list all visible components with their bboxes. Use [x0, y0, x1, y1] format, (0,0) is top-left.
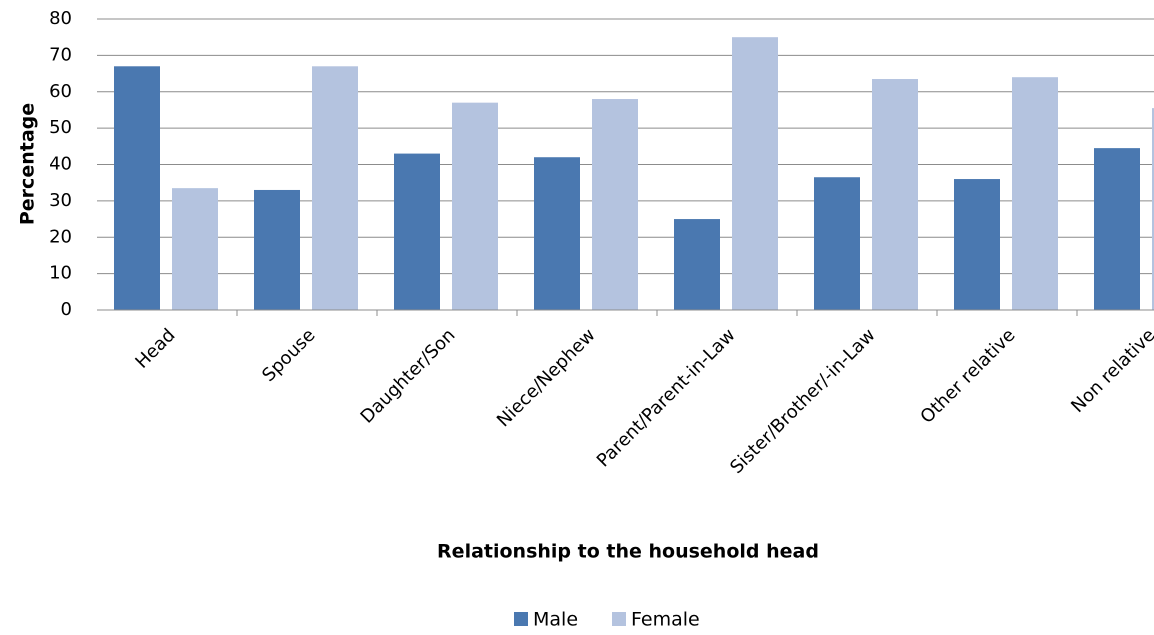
x-tick-label: Niece/Nephew: [493, 325, 600, 432]
legend-swatch-male: [514, 612, 528, 626]
y-tick-label: 20: [49, 226, 72, 247]
bars: [114, 37, 1154, 311]
bar-female: [1012, 77, 1058, 310]
y-tick-label: 0: [61, 299, 72, 320]
bar-female: [592, 99, 638, 311]
bar-male: [954, 179, 1000, 310]
x-tick-labels: Head Spouse Daughter/Son Niece/NephewParent…: [131, 325, 1154, 478]
bar-female: [312, 66, 358, 310]
bar-male: [254, 189, 300, 310]
x-tick-label: Head: [131, 325, 179, 373]
axes: [97, 309, 1154, 316]
y-tick-label: 10: [49, 263, 72, 284]
bar-male: [674, 219, 720, 310]
legend: Male Female: [514, 609, 700, 631]
y-tick-label: 50: [49, 117, 72, 138]
x-axis-title: Relationship to the household head: [437, 541, 819, 563]
x-tick-label: Other relative: [916, 325, 1019, 428]
y-tick-labels: 0 10 20 30 40 50 60 70 80: [49, 8, 72, 320]
x-tick-label: Sister/Brother/-in-Law: [726, 325, 879, 478]
bar-female: [452, 102, 498, 310]
y-tick-label: 30: [49, 190, 72, 211]
legend-label-female: Female: [631, 609, 700, 631]
bar-female: [872, 79, 918, 310]
bar-male: [534, 157, 580, 310]
legend-label-male: Male: [533, 609, 578, 631]
y-tick-label: 40: [49, 154, 72, 175]
bar-male: [114, 66, 160, 310]
y-tick-label: 80: [49, 8, 72, 29]
bar-female: [732, 37, 778, 310]
x-tick-label: Parent/Parent-in-Law: [593, 325, 740, 472]
bar-female: [1152, 108, 1154, 311]
bar-male: [814, 177, 860, 310]
y-tick-label: 60: [49, 81, 72, 102]
bar-male: [394, 153, 440, 310]
y-tick-label: 70: [49, 44, 72, 65]
x-tick-label: Non relative: [1067, 325, 1154, 417]
y-axis-title: Percentage: [17, 103, 39, 225]
x-tick-label: Spouse: [258, 325, 319, 386]
x-tick-label: Daughter/Son: [357, 325, 460, 428]
legend-swatch-female: [612, 612, 626, 626]
bar-male: [1094, 148, 1140, 310]
bar-female: [172, 188, 218, 310]
